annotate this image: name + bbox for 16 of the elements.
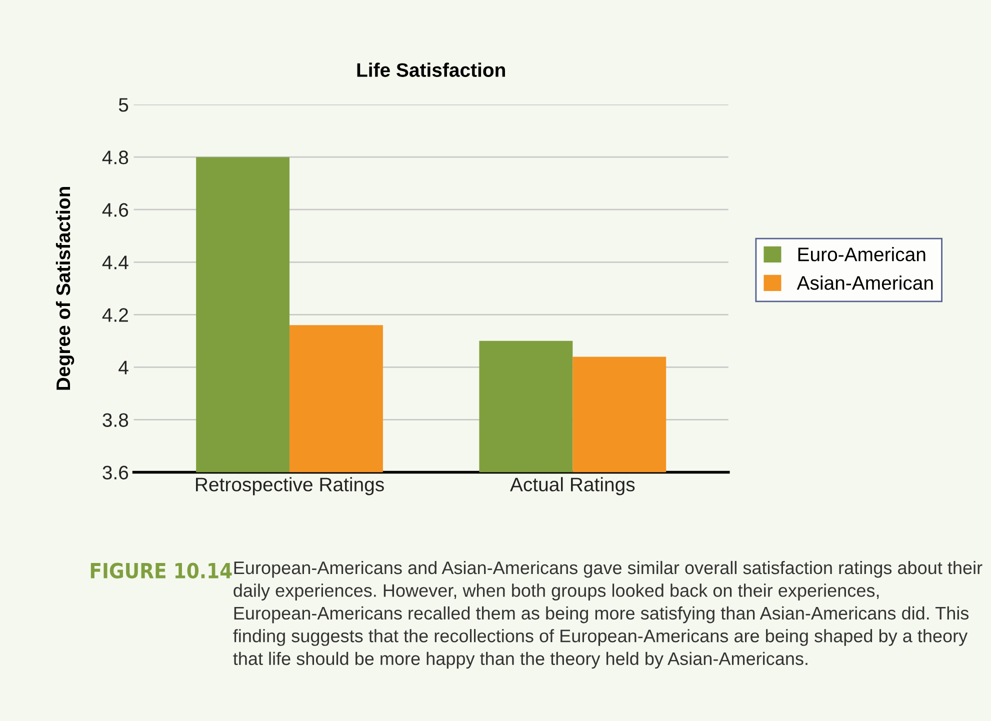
- y-tick-label: 5: [118, 98, 128, 112]
- x-tick-label: Retrospective Ratings: [196, 477, 384, 496]
- y-tick-label: 4.8: [102, 150, 128, 164]
- legend-label: Euro-American: [798, 247, 926, 262]
- y-tick-label: 3.6: [102, 466, 128, 480]
- caption: FIGURE 10.14: [90, 562, 232, 579]
- x-tick-label: Actual Ratings: [510, 477, 635, 496]
- y-tick-label: 4: [118, 360, 128, 374]
- y-tick-label: 4.2: [102, 308, 128, 322]
- y-tick-label: 4.4: [102, 256, 128, 270]
- legend-label: Asian-American: [796, 276, 933, 290]
- y-tick-label: 4.6: [102, 203, 128, 217]
- y-tick-label: 3.8: [102, 413, 128, 427]
- y-axis-title: Degree of Satisfaction: [56, 186, 74, 390]
- chart-title: Life Satisfaction: [357, 62, 505, 77]
- text: European-Americans and Asian-Americans gave similar overall satisfaction ratings about their daily experiences. However, when both groups looked back on their experiences, European-Americans recalled them as being more satisfying than Asian-Americans did. This finding suggests that the recollections of European-Americans are being shaped by a theory that life should be more happy than the theory held by Asian-Americans.: [233, 560, 982, 669]
